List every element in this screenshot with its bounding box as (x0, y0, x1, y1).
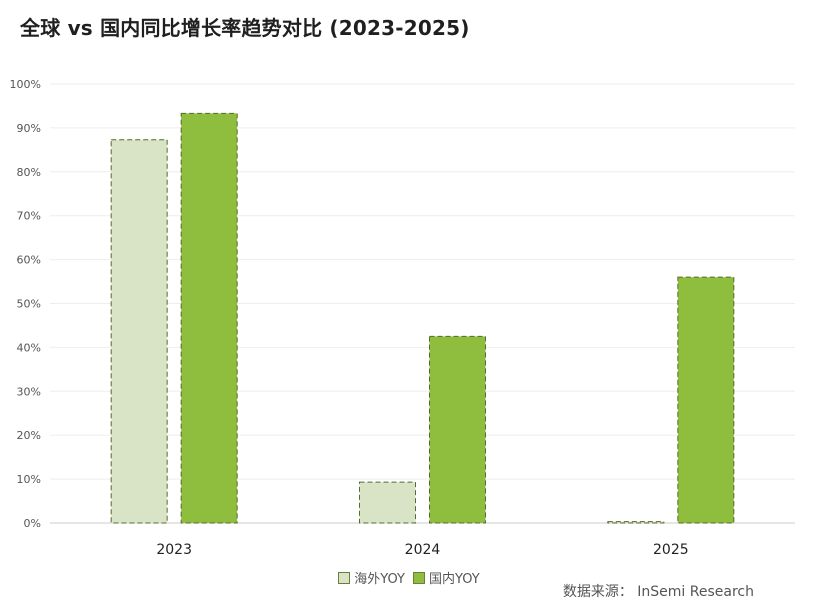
bar-overseas-2023 (110, 139, 168, 524)
bar-overseas-2024 (359, 481, 416, 524)
y-tick-label: 40% (17, 341, 41, 354)
chart-title: 全球 vs 国内同比增长率趋势对比 (2023-2025) (20, 16, 470, 40)
data-source: 数据来源： InSemi Research (563, 581, 754, 601)
legend-label-overseas: 海外YOY (354, 572, 405, 587)
y-tick-label: 0% (24, 517, 41, 530)
bar-domestic-2024 (429, 335, 486, 524)
y-tick-label: 10% (17, 473, 41, 486)
bar-domestic-2025 (677, 276, 735, 524)
legend-item-domestic: 国内YOY (413, 568, 480, 587)
source-label: 数据来源： (562, 584, 633, 600)
x-tick-label: 2023 (156, 542, 192, 558)
y-tick-label: 80% (17, 166, 41, 179)
source-value: InSemi Research (637, 584, 754, 600)
legend-swatch-overseas (338, 571, 351, 584)
legend-label-domestic: 国内YOY (429, 572, 480, 587)
y-tick-label: 90% (17, 122, 41, 135)
legend-item-overseas: 海外YOY (338, 568, 405, 587)
legend-swatch-domestic (413, 571, 425, 584)
bar-overseas-2025 (607, 521, 665, 524)
y-tick-label: 70% (17, 210, 41, 223)
y-tick-label: 60% (17, 254, 41, 267)
y-tick-label: 50% (17, 298, 41, 311)
y-tick-label: 100% (10, 78, 41, 91)
y-tick-label: 20% (17, 429, 41, 442)
chart-legend: 海外YOY 国内YOY (0, 568, 818, 587)
y-tick-label: 30% (17, 385, 41, 398)
bar-domestic-2023 (180, 112, 238, 524)
x-tick-label: 2024 (405, 542, 441, 558)
x-tick-label: 2025 (653, 542, 689, 558)
